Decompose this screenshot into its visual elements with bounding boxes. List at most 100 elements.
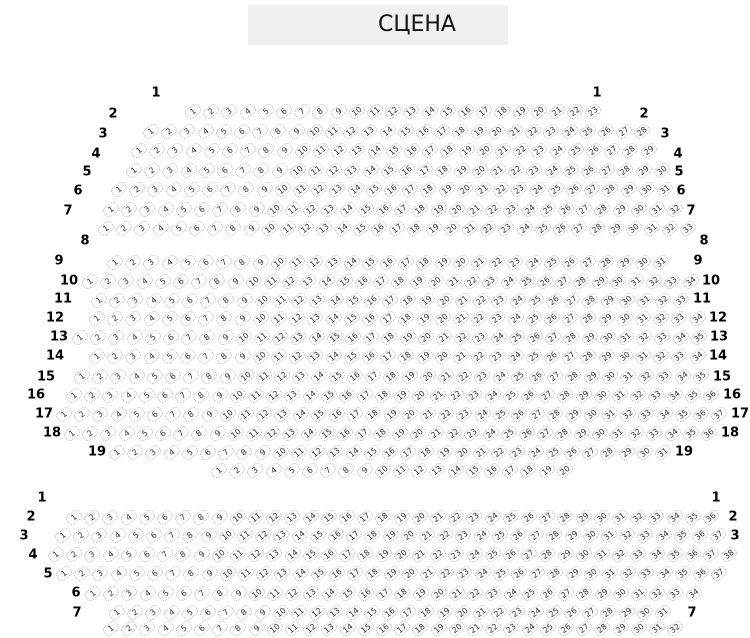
seat[interactable]: 36: [701, 386, 721, 405]
seat[interactable]: 31: [618, 367, 638, 386]
seat[interactable]: 10: [234, 328, 254, 347]
seat[interactable]: 34: [670, 328, 691, 347]
seat[interactable]: 21: [493, 141, 513, 160]
seat[interactable]: 21: [418, 564, 438, 583]
seat[interactable]: 17: [363, 367, 383, 386]
seat[interactable]: 20: [392, 545, 412, 564]
seat[interactable]: 29: [573, 508, 594, 527]
seat[interactable]: 24: [464, 545, 485, 564]
seat[interactable]: 7: [196, 347, 216, 366]
seat[interactable]: 7: [155, 545, 175, 564]
seat[interactable]: 18: [396, 347, 417, 366]
seat[interactable]: 23: [454, 564, 475, 583]
seat[interactable]: 24: [525, 603, 546, 622]
seat[interactable]: 16: [402, 141, 422, 160]
seat[interactable]: 15: [308, 526, 328, 545]
seat[interactable]: 15: [309, 564, 329, 583]
seat[interactable]: 2: [82, 508, 102, 527]
seat[interactable]: 17: [378, 347, 398, 366]
seat[interactable]: 35: [689, 328, 709, 347]
seat[interactable]: 33: [646, 386, 667, 405]
seat[interactable]: 22: [469, 347, 489, 366]
seat[interactable]: 3: [137, 619, 158, 638]
seat[interactable]: 18: [389, 272, 410, 291]
seat[interactable]: 34: [653, 526, 674, 545]
seat[interactable]: 27: [580, 603, 600, 622]
seat[interactable]: 2: [90, 367, 110, 386]
seat[interactable]: 29: [589, 272, 610, 291]
seat[interactable]: 23: [496, 219, 517, 238]
seat[interactable]: 31: [610, 386, 630, 405]
seat[interactable]: 2: [88, 328, 108, 347]
seat[interactable]: 33: [669, 347, 690, 366]
seat[interactable]: 24: [505, 347, 526, 366]
seat[interactable]: 12: [307, 443, 327, 462]
seat[interactable]: 34: [646, 545, 667, 564]
seat[interactable]: 25: [501, 508, 521, 527]
seat[interactable]: 13: [288, 328, 309, 347]
seat[interactable]: 37: [709, 564, 729, 583]
seat[interactable]: 29: [563, 564, 584, 583]
seat[interactable]: 1: [64, 508, 84, 527]
seat[interactable]: 24: [490, 367, 511, 386]
seat[interactable]: 16: [378, 253, 398, 272]
seat[interactable]: 13: [272, 405, 293, 424]
seat[interactable]: 6: [145, 405, 165, 424]
seat[interactable]: 2: [72, 564, 92, 583]
seat[interactable]: 7: [292, 102, 312, 121]
seat[interactable]: 21: [473, 180, 493, 199]
seat[interactable]: 32: [651, 347, 671, 366]
seat[interactable]: 4: [118, 508, 139, 527]
seat[interactable]: 33: [654, 367, 675, 386]
seat[interactable]: 32: [651, 309, 671, 328]
seat[interactable]: 1: [54, 564, 74, 583]
seat[interactable]: 18: [410, 619, 431, 638]
seat[interactable]: 15: [356, 619, 376, 638]
seat[interactable]: 33: [646, 508, 667, 527]
seat[interactable]: 13: [323, 253, 344, 272]
seat[interactable]: 23: [529, 141, 550, 160]
seat[interactable]: 4: [108, 405, 129, 424]
seat[interactable]: 26: [519, 386, 539, 405]
seat[interactable]: 16: [362, 291, 382, 310]
seat[interactable]: 14: [282, 545, 303, 564]
seat[interactable]: 21: [417, 526, 437, 545]
seat[interactable]: 3: [100, 386, 121, 405]
seat[interactable]: 13: [282, 508, 303, 527]
seat[interactable]: 12: [329, 141, 349, 160]
seat[interactable]: 10: [288, 161, 308, 180]
seat[interactable]: 20: [400, 564, 420, 583]
seat[interactable]: 7: [163, 564, 183, 583]
seat[interactable]: 29: [614, 253, 635, 272]
seat[interactable]: 16: [319, 545, 339, 564]
seat[interactable]: 9: [225, 272, 246, 291]
seat[interactable]: 8: [191, 386, 212, 405]
seat[interactable]: 17: [345, 564, 365, 583]
seat[interactable]: 13: [342, 161, 363, 180]
seat[interactable]: 18: [492, 102, 513, 121]
seat[interactable]: 28: [561, 328, 582, 347]
seat[interactable]: 30: [633, 253, 653, 272]
seat[interactable]: 33: [644, 424, 665, 443]
seat[interactable]: 11: [289, 443, 309, 462]
seat[interactable]: 20: [410, 386, 430, 405]
seat[interactable]: 25: [491, 405, 511, 424]
seat[interactable]: 29: [555, 545, 576, 564]
seat[interactable]: 7: [205, 219, 225, 238]
seat[interactable]: 12: [246, 545, 266, 564]
seat[interactable]: 19: [397, 328, 418, 347]
seat[interactable]: 14: [300, 508, 321, 527]
seat[interactable]: 22: [489, 443, 509, 462]
seat[interactable]: 26: [556, 200, 576, 219]
seat[interactable]: 7: [171, 424, 191, 443]
seat[interactable]: 14: [290, 405, 311, 424]
seat[interactable]: 5: [160, 309, 180, 328]
seat[interactable]: 30: [611, 584, 631, 603]
seat[interactable]: 14: [343, 443, 364, 462]
seat[interactable]: 14: [325, 291, 346, 310]
seat[interactable]: 21: [453, 291, 473, 310]
seat[interactable]: 30: [624, 219, 644, 238]
seat[interactable]: 17: [400, 180, 420, 199]
seat[interactable]: 19: [399, 367, 420, 386]
seat[interactable]: 25: [538, 200, 558, 219]
